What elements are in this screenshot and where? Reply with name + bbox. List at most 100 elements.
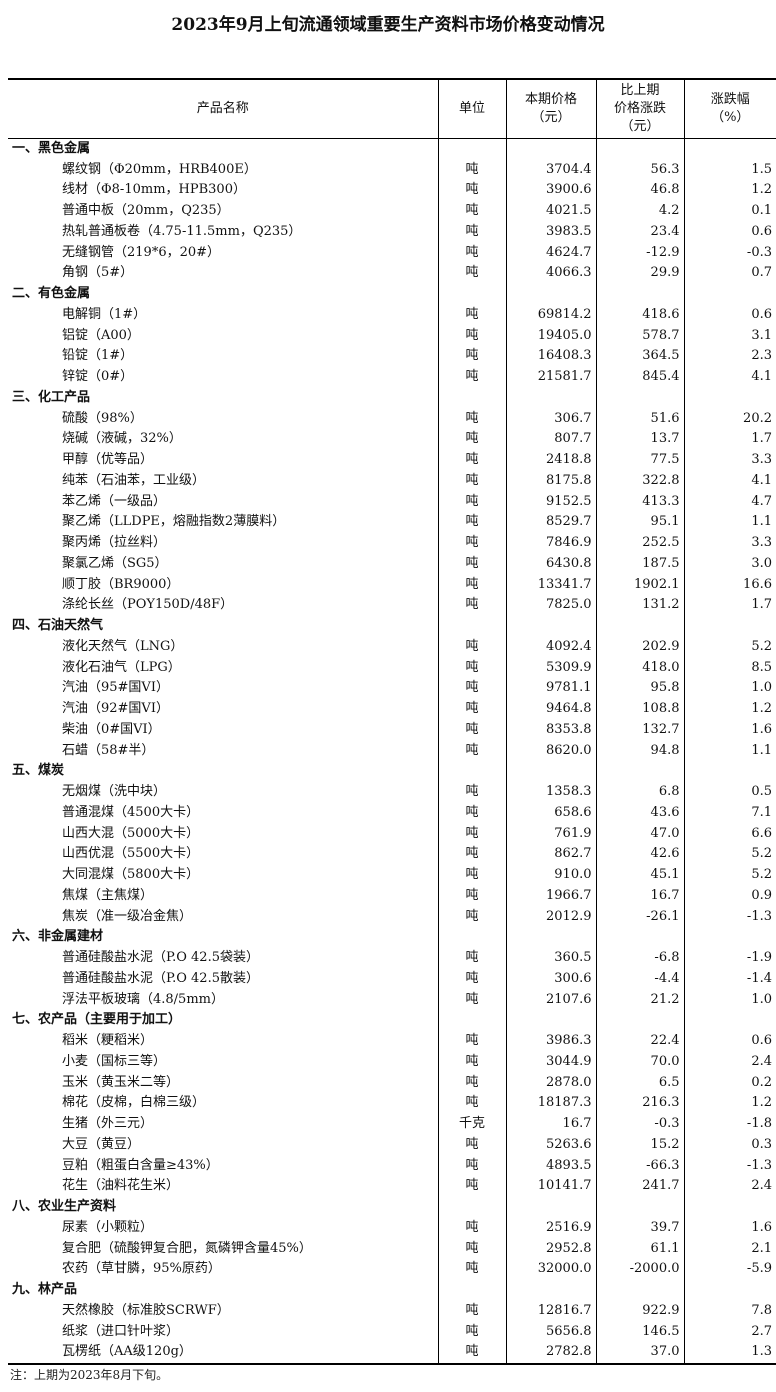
product-name: 聚乙烯（LLDPE，熔融指数2薄膜料） <box>62 514 286 530</box>
change-percent: 4.1 <box>683 470 776 492</box>
product-name: 液化石油气（LPG） <box>62 659 181 675</box>
product-name: 热轧普通板卷（4.75-11.5mm，Q235） <box>62 223 302 239</box>
change-percent: -1.4 <box>683 968 776 990</box>
price-change: 45.1 <box>595 864 684 886</box>
empty-cell <box>683 615 776 637</box>
price-change: 23.4 <box>595 221 684 243</box>
empty-cell <box>505 1010 596 1031</box>
product-name: 无烟煤（洗中块） <box>62 784 167 800</box>
header-unit: 单位 <box>437 78 506 139</box>
section-title: 九、林产品 <box>12 1282 78 1298</box>
unit: 吨 <box>437 802 506 824</box>
product-name: 电解铜（1#） <box>62 306 147 322</box>
unit: 吨 <box>437 740 506 761</box>
product-name: 普通硅酸盐水泥（P.O 42.5散装） <box>62 970 259 986</box>
change-percent: 1.6 <box>683 719 776 741</box>
price-change: -66.3 <box>595 1155 684 1176</box>
current-price: 2952.8 <box>505 1238 596 1259</box>
product-name: 石蜡（58#半） <box>62 742 155 758</box>
unit: 吨 <box>437 947 506 969</box>
price-change: 70.0 <box>595 1051 684 1073</box>
empty-cell <box>505 927 596 948</box>
price-change: 42.6 <box>595 844 684 865</box>
product-name: 复合肥（硫酸钾复合肥，氮磷钾含量45%） <box>62 1240 312 1256</box>
page-title: 2023年9月上旬流通领域重要生产资料市场价格变动情况 <box>171 15 605 35</box>
empty-cell <box>437 1279 506 1301</box>
current-price: 807.7 <box>505 429 596 450</box>
price-change: 95.1 <box>595 512 684 533</box>
empty-cell <box>595 761 684 782</box>
empty-cell <box>437 761 506 782</box>
change-percent: 7.8 <box>683 1300 776 1322</box>
unit: 吨 <box>437 242 506 263</box>
product-name: 聚氯乙烯（SG5） <box>62 555 168 571</box>
unit: 吨 <box>437 781 506 803</box>
price-change: 108.8 <box>595 698 684 720</box>
current-price: 306.7 <box>505 408 596 429</box>
current-price: 7825.0 <box>505 595 596 616</box>
price-change: 418.0 <box>595 657 684 678</box>
unit: 吨 <box>437 532 506 554</box>
change-percent: 5.2 <box>683 864 776 886</box>
product-name: 硫酸（98%） <box>62 410 143 426</box>
empty-cell <box>683 1196 776 1218</box>
empty-cell <box>683 138 776 160</box>
current-price: 300.6 <box>505 968 596 990</box>
empty-cell <box>683 283 776 305</box>
product-name: 顺丁胶（BR9000） <box>62 576 180 592</box>
current-price: 4021.5 <box>505 200 596 222</box>
current-price: 21581.7 <box>505 366 596 388</box>
current-price: 5309.9 <box>505 657 596 678</box>
section-title: 三、化工产品 <box>12 389 91 405</box>
price-change: 922.9 <box>595 1300 684 1322</box>
change-percent: 1.6 <box>683 1217 776 1239</box>
price-table: 产品名称 单位 本期价格 （元） 比上期 价格涨跌 （元） 涨跌幅 （%） 一、黑色金属… <box>8 78 776 1365</box>
product-name: 普通硅酸盐水泥（P.O 42.5袋装） <box>62 950 259 966</box>
price-change: 845.4 <box>595 366 684 388</box>
price-change: 15.2 <box>595 1134 684 1156</box>
empty-cell <box>437 1010 506 1031</box>
price-change: 146.5 <box>595 1321 684 1342</box>
price-change: 6.5 <box>595 1072 684 1093</box>
table-row: 汽油（92#国VI） 吨 9464.8 108.8 1.2 <box>8 698 776 720</box>
table-row: 瓦楞纸（AA级120g）吨 2782.8 37.0 1.3 <box>8 1342 776 1365</box>
empty-cell <box>595 927 684 948</box>
price-change: 77.5 <box>595 449 684 471</box>
table-row: 小麦（国标三等） 吨 3044.9 70.0 2.4 <box>8 1051 776 1073</box>
current-price: 5263.6 <box>505 1134 596 1156</box>
empty-cell <box>505 761 596 782</box>
section-row: 四、石油天然气 <box>8 615 776 637</box>
table-header: 产品名称 单位 本期价格 （元） 比上期 价格涨跌 （元） 涨跌幅 （%） <box>8 78 776 139</box>
product-name: 聚丙烯（拉丝料） <box>62 535 167 551</box>
current-price: 3704.4 <box>505 159 596 180</box>
price-change: 47.0 <box>595 823 684 844</box>
current-price: 4092.4 <box>505 636 596 658</box>
unit: 吨 <box>437 1238 506 1259</box>
product-name: 稻米（粳稻米） <box>62 1033 154 1049</box>
unit: 吨 <box>437 304 506 326</box>
change-percent: 0.6 <box>683 1030 776 1052</box>
unit: 吨 <box>437 263 506 284</box>
header-change: 比上期 价格涨跌 （元） <box>595 78 684 139</box>
unit: 吨 <box>437 719 506 741</box>
product-name: 角钢（5#） <box>62 265 134 281</box>
table-row: 石蜡（58#半） 吨 8620.0 94.8 1.1 <box>8 740 776 761</box>
section-title: 一、黑色金属 <box>12 140 91 156</box>
change-percent: 0.7 <box>683 263 776 284</box>
empty-cell <box>683 761 776 782</box>
product-name: 纯苯（石油苯，工业级） <box>62 472 206 488</box>
section-row: 六、非金属建材 <box>8 927 776 948</box>
current-price: 3044.9 <box>505 1051 596 1073</box>
change-percent: 1.3 <box>683 1342 776 1365</box>
price-change: 39.7 <box>595 1217 684 1239</box>
product-name: 尿素（小颗粒） <box>62 1219 154 1235</box>
table-row: 大豆（黄豆） 吨 5263.6 15.2 0.3 <box>8 1134 776 1156</box>
header-change-line2: 价格涨跌 <box>613 100 666 116</box>
product-name: 汽油（95#国VI） <box>62 680 169 696</box>
change-percent: 8.5 <box>683 657 776 678</box>
change-percent: 0.6 <box>683 221 776 243</box>
product-name: 烧碱（液碱，32%） <box>62 431 182 447</box>
empty-cell <box>505 1279 596 1301</box>
current-price: 8529.7 <box>505 512 596 533</box>
current-price: 8353.8 <box>505 719 596 741</box>
